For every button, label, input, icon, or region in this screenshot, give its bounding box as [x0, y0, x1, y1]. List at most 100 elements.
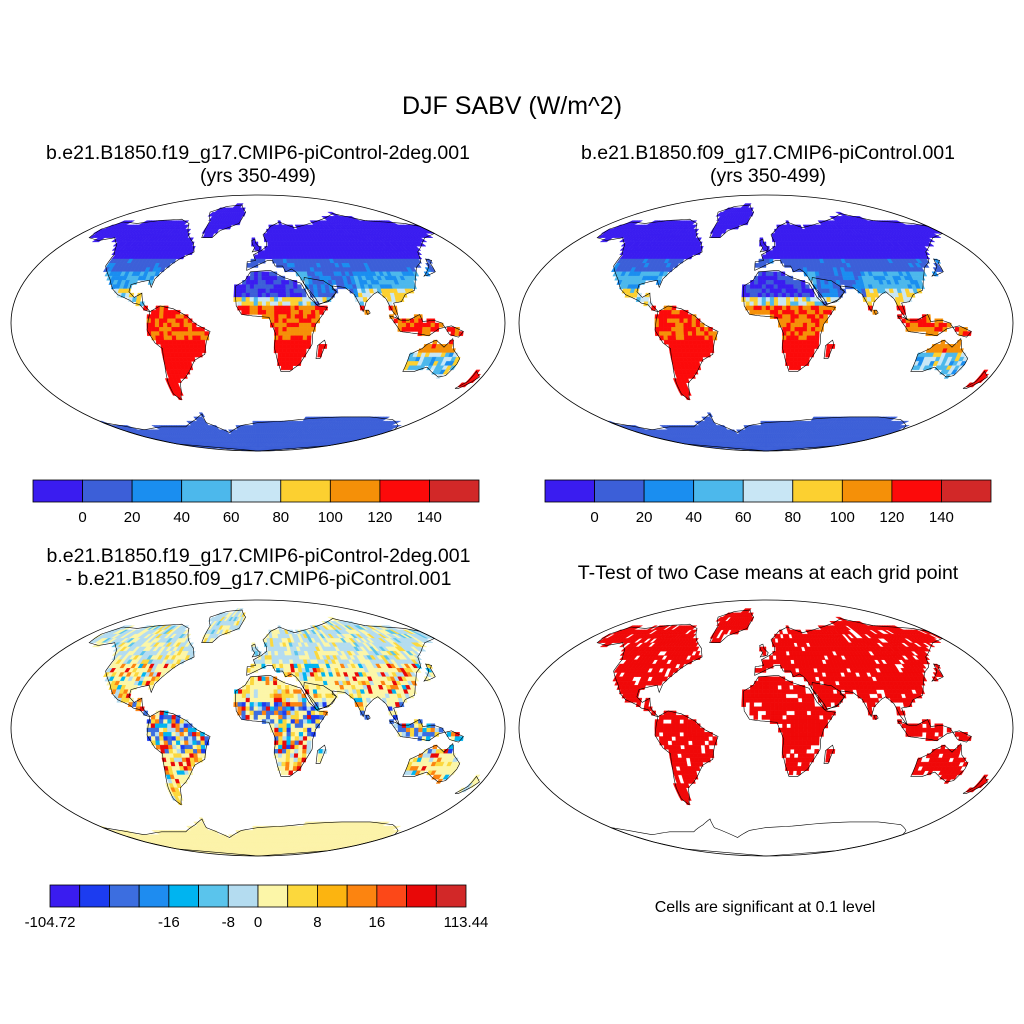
grid-cell — [290, 305, 296, 311]
grid-cell — [666, 318, 672, 324]
grid-cell — [269, 275, 274, 281]
grid-cell — [773, 301, 779, 307]
coastline-antarctica — [102, 413, 399, 452]
grid-cell — [798, 305, 804, 311]
grid-cell — [689, 348, 695, 354]
grid-cell — [749, 288, 755, 294]
grid-cell — [810, 335, 816, 341]
grid-cell — [769, 250, 774, 255]
grid-cell — [765, 297, 771, 302]
grid-cell — [285, 288, 291, 294]
grid-cell — [241, 292, 247, 298]
grid-cell — [183, 327, 189, 332]
grid-cell — [757, 292, 763, 298]
grid-cell — [293, 288, 299, 294]
grid-cell — [798, 322, 804, 328]
grid-cell — [175, 331, 181, 337]
grid-cell — [789, 284, 795, 290]
grid-cell — [757, 280, 763, 285]
grid-cell — [274, 314, 279, 319]
coastline-indonesia — [388, 314, 464, 338]
grid-cell — [781, 301, 787, 307]
grid-cell — [773, 275, 778, 281]
grid-cell — [275, 258, 281, 264]
grid-cell — [762, 258, 767, 264]
grid-cell — [687, 327, 693, 332]
grid-cell — [675, 339, 682, 345]
grid-cell — [278, 335, 283, 341]
grid-cell — [691, 331, 697, 337]
grid-cell — [175, 314, 181, 319]
grid-cell — [777, 284, 783, 290]
grid-cell — [278, 339, 283, 345]
grid-cell — [701, 348, 707, 354]
grid-cell — [303, 318, 308, 324]
grid-cell — [285, 352, 291, 358]
grid-cell — [274, 305, 279, 311]
grid-cell — [749, 297, 755, 302]
grid-cell — [760, 425, 764, 430]
grid-cell — [297, 288, 303, 294]
grid-cell — [761, 275, 767, 281]
grid-cell — [781, 297, 787, 302]
grid-cell — [800, 361, 806, 366]
grid-cell — [281, 344, 287, 349]
grid-cell — [254, 258, 259, 264]
coastline-india_sri — [365, 309, 371, 315]
grid-cell — [762, 246, 767, 251]
grid-cell — [294, 327, 300, 332]
grid-cell — [797, 284, 802, 290]
grid-cell — [179, 327, 185, 332]
grid-cell — [159, 314, 164, 319]
grid-cell — [789, 280, 794, 285]
grid-cell — [249, 305, 255, 311]
grid-cell — [289, 292, 295, 298]
grid-cell — [765, 309, 771, 315]
grid-cell — [290, 327, 296, 332]
grid-cell — [184, 344, 190, 349]
grid-cell — [278, 314, 283, 319]
grid-cell — [288, 361, 294, 366]
grid-cell — [826, 344, 832, 349]
grid-cell — [805, 284, 810, 290]
map-panel2 — [518, 194, 1014, 452]
grid-cell — [252, 425, 256, 430]
grid-cell — [261, 292, 267, 298]
grid-cell — [269, 284, 275, 290]
grid-cell — [163, 309, 169, 315]
grid-cell — [753, 292, 759, 298]
grid-cell — [772, 250, 777, 255]
grid-cell — [778, 314, 783, 319]
grid-cell — [753, 309, 759, 315]
grid-cell — [806, 297, 811, 302]
grid-cell — [691, 327, 697, 332]
grid-cell — [318, 344, 324, 349]
grid-cell — [401, 318, 407, 324]
grid-cell — [289, 352, 295, 358]
grid-cell — [671, 314, 676, 319]
grid-cell — [245, 284, 251, 290]
grid-cell — [679, 335, 685, 341]
grid-cell — [798, 297, 803, 302]
grid-cell — [687, 331, 693, 337]
grid-cell — [789, 361, 794, 366]
grid-cell — [802, 318, 808, 324]
grid-cell — [761, 429, 765, 435]
grid-cell — [200, 344, 206, 349]
grid-cell — [794, 309, 800, 315]
grid-cell — [805, 288, 811, 294]
grid-cell — [317, 292, 323, 298]
grid-cell — [794, 335, 800, 341]
grid-cell — [809, 292, 815, 298]
grid-cell — [273, 288, 279, 294]
grid-cell — [159, 331, 165, 337]
grid-cell — [745, 284, 751, 290]
grid-cell — [256, 442, 259, 447]
grid-cell — [667, 331, 673, 337]
grid-cell — [817, 288, 823, 294]
grid-cell — [761, 284, 767, 290]
grid-cell — [257, 275, 263, 281]
grid-cell — [704, 344, 710, 349]
grid-cell — [278, 331, 283, 337]
grid-cell — [663, 331, 668, 337]
